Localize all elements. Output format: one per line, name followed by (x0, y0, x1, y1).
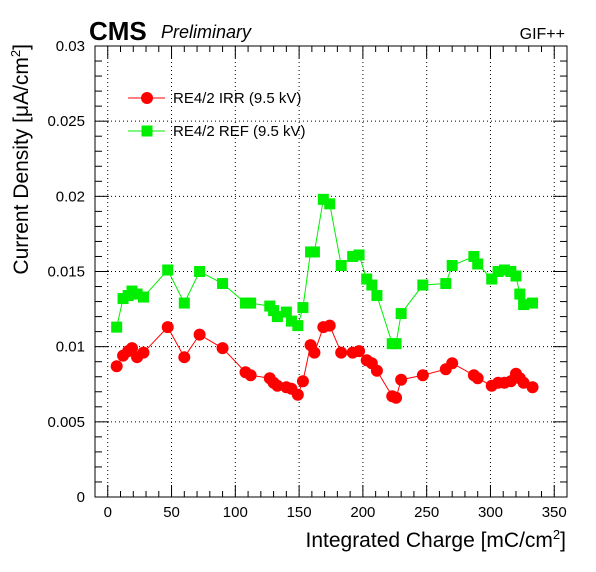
data-point (335, 259, 347, 271)
series-ref (111, 193, 539, 350)
data-point (514, 288, 526, 300)
y-tick-label: 0 (77, 489, 85, 506)
x-tick-label: 350 (542, 504, 567, 521)
chart-title: CMS (89, 16, 147, 46)
data-point (111, 321, 123, 333)
data-point (178, 351, 191, 364)
data-point (395, 308, 407, 320)
axis-ticks (94, 45, 568, 498)
series-layer (110, 193, 539, 404)
y-tick-label: 0.025 (47, 113, 85, 130)
tick-labels: 0 50 100 150 200 250 300 350 0 0.005 0.01 0.015 0.02… (47, 38, 566, 521)
data-point (370, 364, 383, 377)
data-point (125, 342, 138, 355)
data-point (244, 369, 257, 382)
data-point (324, 198, 336, 210)
x-tick-label: 300 (478, 504, 503, 521)
data-point (308, 346, 321, 359)
data-point (371, 290, 383, 302)
data-point (353, 345, 366, 358)
data-point (468, 250, 480, 262)
series-irr (110, 319, 539, 404)
y-tick-label: 0.01 (56, 339, 85, 356)
x-tick-label: 150 (287, 504, 312, 521)
data-point (110, 360, 123, 373)
y-axis-title: Current Density [μA/cm2] (8, 44, 33, 275)
data-point (178, 297, 190, 309)
data-point (472, 258, 484, 270)
data-point (335, 346, 348, 359)
data-point (268, 305, 280, 317)
data-point (245, 297, 257, 309)
data-point (498, 264, 510, 276)
chart-subtitle: Preliminary (161, 22, 252, 42)
data-point (353, 249, 365, 261)
data-point (308, 246, 320, 258)
data-point (471, 372, 484, 385)
data-point (347, 250, 359, 262)
y-tick-label: 0.015 (47, 264, 85, 281)
data-point (297, 302, 309, 314)
data-point (296, 375, 309, 388)
data-point (137, 291, 149, 303)
plot-frame (94, 45, 568, 498)
data-point (361, 273, 373, 285)
data-point (416, 369, 429, 382)
data-point (323, 319, 336, 332)
data-point (390, 338, 402, 350)
x-tick-label: 250 (414, 504, 439, 521)
data-point (271, 311, 283, 323)
data-point (446, 259, 458, 271)
data-point (217, 278, 229, 290)
data-point (131, 288, 143, 300)
data-point (510, 270, 522, 282)
series-line (116, 325, 533, 399)
gif-annotation: GIF++ (520, 26, 565, 43)
data-point (194, 266, 206, 277)
data-point (280, 306, 292, 318)
data-point (395, 373, 408, 386)
data-point (492, 266, 504, 277)
y-tick-label: 0.005 (47, 414, 85, 431)
data-point (486, 273, 498, 285)
y-tick-label: 0.02 (56, 188, 85, 205)
data-point (390, 391, 403, 404)
x-tick-label: 0 (104, 504, 112, 521)
data-point (317, 193, 329, 205)
data-point (291, 388, 304, 401)
data-point (292, 320, 304, 332)
x-tick-label: 200 (350, 504, 375, 521)
x-tick-label: 100 (223, 504, 248, 521)
data-point (137, 346, 150, 359)
x-tick-label: 50 (163, 504, 180, 521)
data-point (366, 279, 378, 291)
data-point (161, 321, 174, 334)
legend: RE4/2 IRR (9.5 kV) RE4/2 REF (9.5 kV) (128, 90, 306, 140)
x-axis-title: Integrated Charge [mC/cm2] (305, 527, 566, 552)
data-point (446, 357, 459, 370)
y-tick-label: 0.03 (56, 38, 85, 55)
data-point (517, 376, 530, 389)
legend-marker (141, 92, 153, 104)
data-point (440, 278, 452, 290)
data-point (527, 297, 539, 309)
data-point (526, 381, 539, 394)
data-point (417, 279, 429, 291)
legend-label: RE4/2 REF (9.5 kV) (173, 123, 306, 140)
data-point (162, 264, 174, 276)
data-point (271, 379, 284, 392)
data-point (193, 328, 206, 341)
legend-marker (141, 125, 153, 137)
legend-label: RE4/2 IRR (9.5 kV) (173, 90, 301, 107)
data-point (216, 342, 229, 355)
data-point (518, 299, 530, 311)
data-point (285, 315, 297, 327)
